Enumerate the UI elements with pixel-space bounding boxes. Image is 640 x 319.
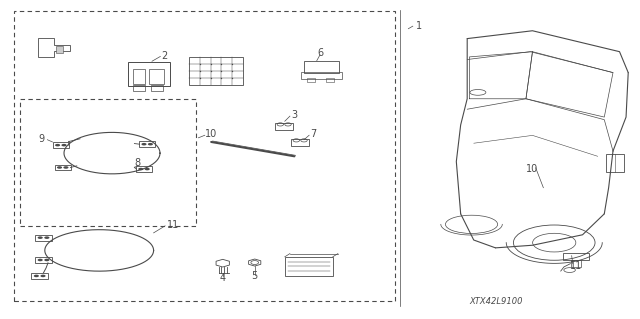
Bar <box>291 139 309 146</box>
Bar <box>56 46 63 53</box>
Bar <box>133 85 145 91</box>
Bar <box>304 61 339 73</box>
Bar <box>307 78 315 82</box>
Circle shape <box>55 144 60 146</box>
Circle shape <box>44 259 49 261</box>
Bar <box>151 85 163 91</box>
Text: 6: 6 <box>317 48 323 58</box>
Text: 7: 7 <box>310 129 317 139</box>
Circle shape <box>61 144 67 146</box>
Text: 10: 10 <box>526 164 539 174</box>
Circle shape <box>38 259 43 261</box>
Bar <box>607 154 625 172</box>
Circle shape <box>34 275 39 277</box>
Circle shape <box>145 168 150 170</box>
Circle shape <box>57 166 62 169</box>
Text: 5: 5 <box>252 271 258 281</box>
Circle shape <box>38 236 43 239</box>
Text: 10: 10 <box>205 129 218 139</box>
Bar <box>128 62 170 86</box>
Bar <box>301 72 342 79</box>
Bar <box>275 123 293 130</box>
Bar <box>563 253 589 261</box>
Text: 8: 8 <box>134 158 141 168</box>
Bar <box>149 69 164 84</box>
Circle shape <box>44 236 49 239</box>
Text: 1: 1 <box>416 20 422 31</box>
Bar <box>133 69 145 84</box>
Text: 2: 2 <box>162 51 168 61</box>
Text: 11: 11 <box>570 261 582 271</box>
Bar <box>189 57 243 85</box>
Bar <box>326 78 334 82</box>
Text: 3: 3 <box>291 110 298 120</box>
Circle shape <box>138 168 143 170</box>
Text: XTX42L9100: XTX42L9100 <box>469 297 523 306</box>
Circle shape <box>141 143 147 145</box>
Circle shape <box>63 166 68 169</box>
Text: 4: 4 <box>220 272 226 283</box>
Circle shape <box>40 275 45 277</box>
Bar <box>571 260 581 267</box>
Text: 11: 11 <box>166 220 179 230</box>
Bar <box>285 257 333 276</box>
Text: 9: 9 <box>38 134 45 144</box>
Circle shape <box>148 143 153 145</box>
